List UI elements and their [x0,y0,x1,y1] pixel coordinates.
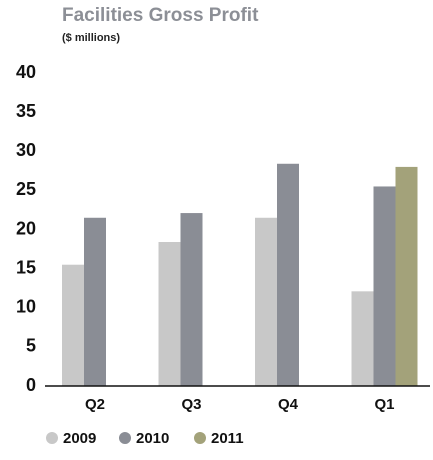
y-tick-label: 0 [26,375,36,395]
bar [180,213,203,386]
x-tick-label: Q1 [374,396,394,413]
chart-title: Facilities Gross Profit [62,5,259,26]
bar [158,242,181,386]
bar [84,217,106,386]
y-tick-label: 10 [16,297,36,317]
y-tick-label: 15 [16,257,36,277]
y-tick-label: 20 [16,218,36,238]
x-tick-label: Q3 [181,396,201,413]
bar [277,163,299,386]
y-tick-label: 40 [16,62,36,82]
legend-label: 2010 [136,430,169,447]
legend-marker [194,432,206,444]
y-tick-label: 25 [16,179,36,199]
legend-label: 2009 [63,430,96,447]
bar [62,264,84,386]
bar [255,217,277,386]
y-tick-label: 5 [26,336,36,356]
legend-label: 2011 [211,430,244,447]
legend-marker [119,432,131,444]
bar [351,291,374,386]
x-tick-label: Q2 [85,396,105,413]
y-tick-label: 30 [16,140,36,160]
y-tick-label: 35 [16,101,36,121]
bar [373,186,396,386]
chart-subtitle: ($ millions) [62,32,120,44]
bar [395,166,418,386]
legend-marker [46,432,58,444]
x-tick-label: Q4 [278,396,299,413]
